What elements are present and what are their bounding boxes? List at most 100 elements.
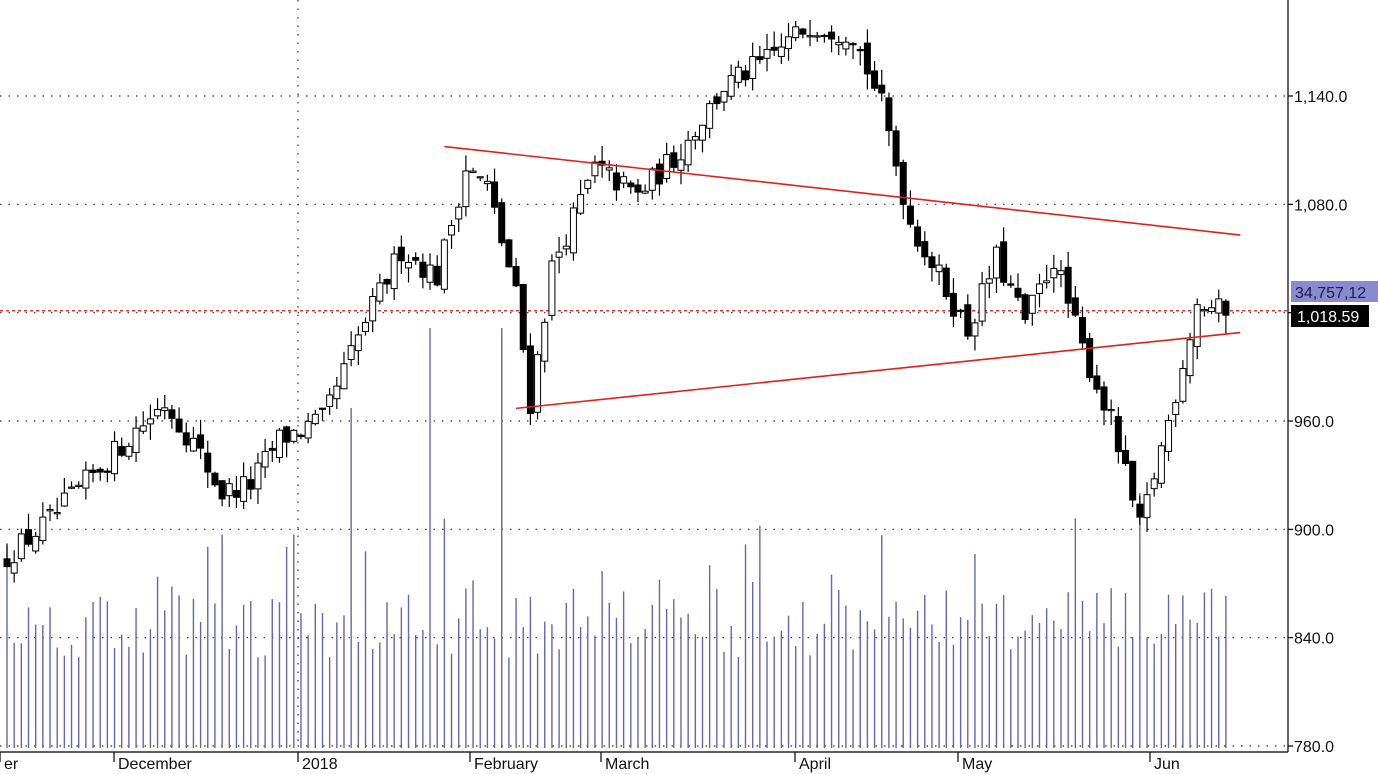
candle-body bbox=[1215, 298, 1223, 314]
candle-body bbox=[1208, 307, 1216, 313]
y-tick-label: 780.0 bbox=[1294, 739, 1334, 756]
candle-body bbox=[806, 35, 814, 38]
candle-body bbox=[1157, 445, 1165, 484]
candle-body bbox=[921, 241, 929, 258]
candlesticks bbox=[3, 20, 1230, 583]
candle-body bbox=[849, 43, 857, 46]
candle-body bbox=[777, 46, 785, 57]
candle-body bbox=[842, 41, 850, 50]
candle-body bbox=[290, 429, 298, 442]
candle-body bbox=[828, 31, 836, 40]
candle-body bbox=[218, 480, 226, 500]
candle-body bbox=[426, 264, 434, 283]
candle-body bbox=[957, 309, 965, 312]
candle-body bbox=[1093, 375, 1101, 390]
x-tick-label: December bbox=[118, 756, 192, 773]
candle-body bbox=[770, 46, 778, 51]
candle-body bbox=[892, 130, 900, 167]
last-price-badge-label: 1,018.59 bbox=[1297, 309, 1359, 326]
candle-body bbox=[612, 172, 620, 191]
candle-body bbox=[1050, 267, 1058, 279]
candle-body bbox=[1222, 300, 1230, 316]
candle-body bbox=[863, 42, 871, 75]
candle-body bbox=[1179, 367, 1187, 402]
candle-body bbox=[232, 490, 240, 498]
candle-body bbox=[971, 322, 979, 337]
candle-body bbox=[125, 445, 133, 457]
candle-body bbox=[311, 413, 319, 425]
candle-body bbox=[663, 154, 671, 180]
candle-body bbox=[261, 450, 269, 468]
candle-body bbox=[878, 84, 886, 94]
x-tick-label: May bbox=[962, 756, 992, 773]
candle-body bbox=[792, 26, 800, 39]
price-badges: 34,757,12 1,018.59 bbox=[1291, 281, 1378, 327]
candle-body bbox=[1021, 294, 1029, 320]
candle-body bbox=[304, 420, 312, 439]
candle-body bbox=[885, 97, 893, 132]
candle-body bbox=[706, 103, 714, 129]
x-tick-label: 2018 bbox=[302, 756, 338, 773]
candle-body bbox=[354, 334, 362, 352]
candle-body bbox=[569, 207, 577, 254]
candle-body bbox=[10, 562, 18, 574]
candle-body bbox=[584, 179, 592, 189]
candle-body bbox=[670, 152, 678, 168]
candle-body bbox=[1064, 266, 1072, 304]
y-tick-label: 1,080.0 bbox=[1294, 197, 1347, 214]
candle-body bbox=[39, 516, 47, 542]
candle-body bbox=[899, 161, 907, 205]
candle-body bbox=[369, 296, 377, 322]
candle-body bbox=[935, 264, 943, 273]
candle-body bbox=[964, 304, 972, 337]
volume-bars bbox=[6, 328, 1227, 748]
candle-body bbox=[60, 492, 68, 507]
candle-body bbox=[942, 267, 950, 298]
trendline bbox=[515, 331, 1241, 410]
candle-body bbox=[197, 434, 205, 449]
candle-body bbox=[627, 182, 635, 188]
candle-body bbox=[75, 484, 83, 487]
candle-body bbox=[1129, 460, 1137, 501]
candle-body bbox=[555, 251, 563, 258]
candle-body bbox=[462, 170, 470, 208]
trendline bbox=[444, 145, 1241, 236]
candle-body bbox=[1143, 494, 1151, 519]
candle-body bbox=[978, 283, 986, 322]
candle-body bbox=[763, 48, 771, 59]
candle-body bbox=[297, 434, 305, 437]
candle-body bbox=[720, 90, 728, 103]
candle-body bbox=[749, 56, 757, 80]
candle-body bbox=[648, 168, 656, 191]
candle-body bbox=[168, 409, 176, 419]
candle-body bbox=[949, 292, 957, 317]
candle-body bbox=[1107, 408, 1115, 412]
candle-body bbox=[440, 239, 448, 290]
candle-body bbox=[318, 407, 326, 410]
candle-body bbox=[1200, 309, 1208, 312]
candle-body bbox=[1079, 316, 1086, 344]
candle-body bbox=[1186, 339, 1194, 377]
candle-body bbox=[1071, 297, 1079, 316]
candle-body bbox=[734, 66, 742, 83]
candle-body bbox=[118, 446, 126, 456]
candle-body bbox=[68, 486, 76, 489]
candle-body bbox=[742, 70, 750, 81]
candle-body bbox=[691, 136, 699, 141]
candle-body bbox=[189, 437, 197, 452]
x-axis-ticks: er December 2018 February March April May Jun bbox=[0, 752, 1180, 773]
candle-body bbox=[856, 49, 864, 52]
candle-body bbox=[362, 321, 369, 332]
candle-body bbox=[326, 394, 334, 407]
candle-body bbox=[491, 181, 499, 208]
x-tick-label: March bbox=[605, 756, 649, 773]
x-tick-label: February bbox=[474, 756, 538, 773]
candle-body bbox=[46, 508, 54, 512]
x-tick-label: er bbox=[4, 756, 19, 773]
candle-body bbox=[684, 139, 692, 166]
candle-body bbox=[655, 163, 663, 185]
candle-body bbox=[390, 253, 398, 290]
y-axis-ticks: 780.0840.0900.0960.01,020.01,080.01,140.… bbox=[1288, 89, 1347, 756]
candle-body bbox=[89, 469, 97, 474]
